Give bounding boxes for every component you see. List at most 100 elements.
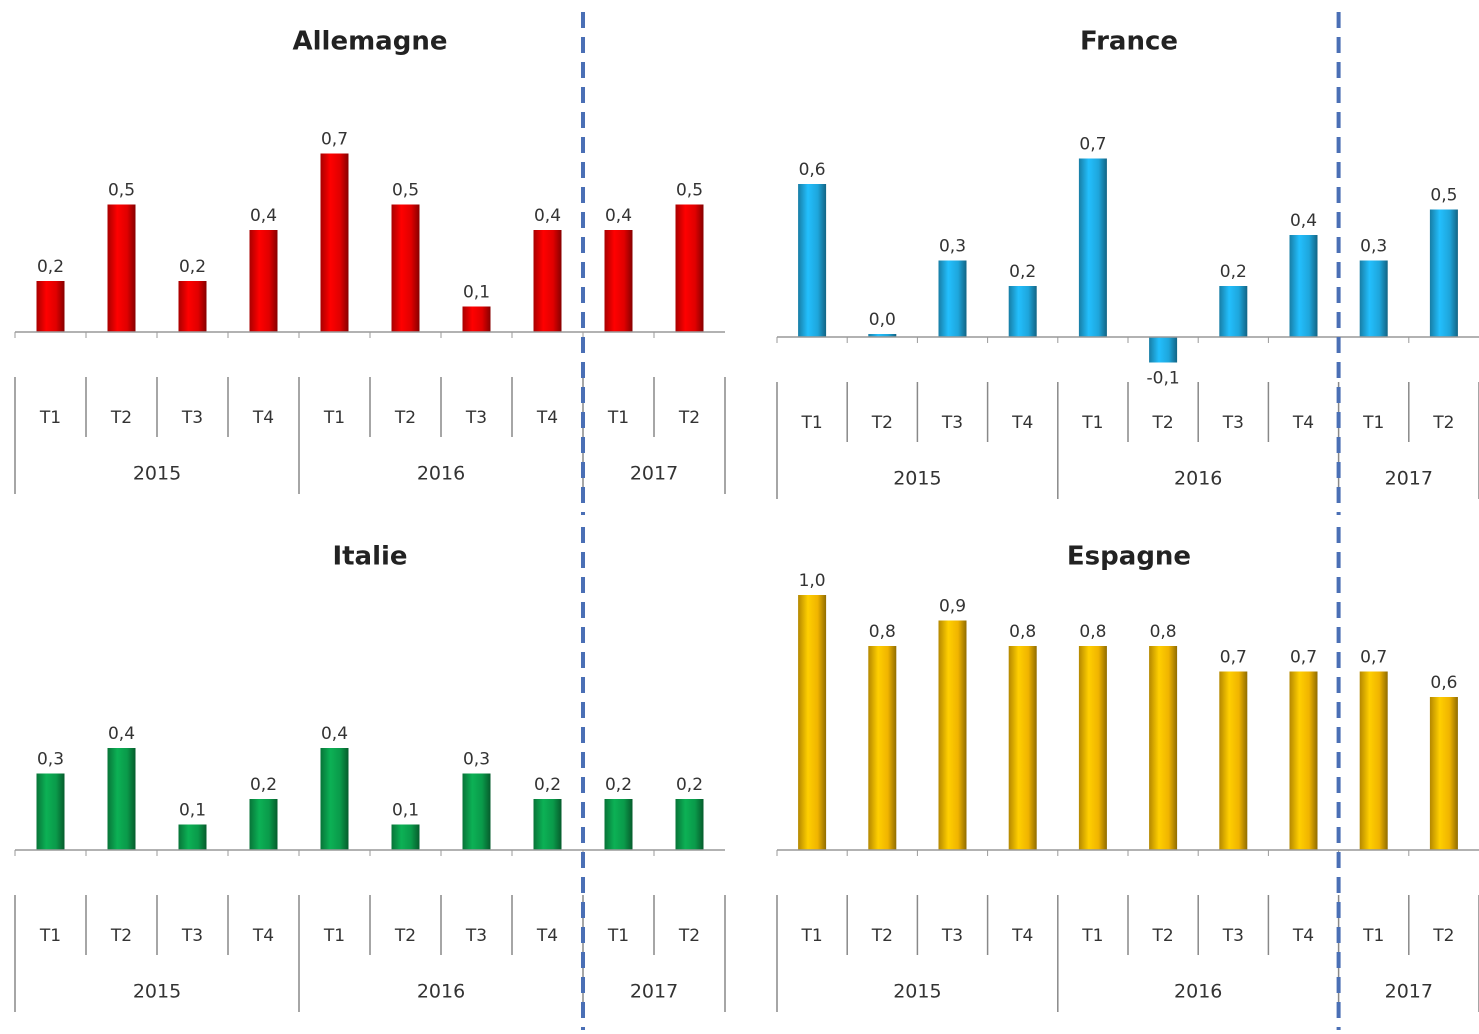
group-label: 2015 [893,981,941,1003]
bar [1289,671,1318,850]
x-tick-label: T4 [252,926,274,946]
bar [462,306,491,332]
value-label: 0,2 [250,775,277,795]
value-label: 0,2 [605,775,632,795]
value-label: 0,7 [1220,648,1247,668]
x-tick-label: T1 [1362,926,1384,946]
x-tick-label: T1 [800,413,822,433]
x-tick-label: T1 [323,926,345,946]
bar [533,230,562,332]
x-tick-label: T3 [941,413,963,433]
x-tick-label: T2 [394,408,416,428]
bar [1429,209,1458,337]
value-label: 0,7 [1360,648,1387,668]
value-label: 0,2 [1009,262,1036,282]
value-label: 0,2 [179,257,206,277]
bar [1149,646,1178,850]
x-tick-label: T1 [607,408,629,428]
bar [391,204,420,332]
chart-title: Italie [332,542,407,572]
bar [1078,158,1107,337]
value-label: 0,0 [869,310,896,330]
x-tick-label: T1 [800,926,822,946]
value-label: 0,4 [605,206,632,226]
x-tick-label: T3 [465,408,487,428]
group-label: 2016 [1174,468,1222,490]
value-label: 0,1 [179,801,206,821]
bar [462,773,491,850]
x-tick-label: T2 [1151,926,1173,946]
bar [1219,286,1248,337]
bar [675,799,704,850]
x-tick-label: T1 [39,926,61,946]
bar [36,281,65,332]
bar [249,230,278,332]
bar [178,281,207,332]
x-tick-label: T2 [871,926,893,946]
value-label: 0,4 [534,206,561,226]
value-label: 0,3 [1360,237,1387,257]
group-label: 2017 [630,463,678,485]
bar [1289,235,1318,337]
group-label: 2015 [133,981,181,1003]
value-label: 0,4 [321,724,348,744]
x-tick-label: T4 [252,408,274,428]
bar [604,799,633,850]
group-label: 2017 [630,981,678,1003]
value-label: -0,1 [1147,369,1180,389]
x-tick-label: T2 [871,413,893,433]
x-tick-label: T3 [941,926,963,946]
bar [604,230,633,332]
x-tick-label: T3 [181,926,203,946]
group-label: 2016 [1174,981,1222,1003]
bar [868,334,897,337]
bar [249,799,278,850]
value-label: 0,4 [250,206,277,226]
value-label: 0,5 [108,181,135,201]
value-label: 0,4 [1290,211,1317,231]
value-label: 0,8 [1079,622,1106,642]
x-tick-label: T3 [1222,413,1244,433]
bar [320,153,349,332]
bar [1219,671,1248,850]
bar [533,799,562,850]
value-label: 0,5 [1430,186,1457,206]
x-tick-label: T2 [110,926,132,946]
x-tick-label: T2 [394,926,416,946]
value-label: 0,2 [1220,262,1247,282]
x-tick-label: T1 [323,408,345,428]
bar [1149,337,1178,363]
value-label: 0,2 [676,775,703,795]
bar [107,204,136,332]
bar [1078,646,1107,850]
bar [868,646,897,850]
bar [798,184,827,337]
x-tick-label: T4 [1292,413,1314,433]
x-tick-label: T4 [1011,926,1033,946]
x-tick-label: T2 [678,408,700,428]
value-label: 0,8 [1009,622,1036,642]
chart-title: France [1080,27,1178,57]
value-label: 0,8 [1150,622,1177,642]
chart-title: Allemagne [293,27,448,57]
x-tick-label: T1 [607,926,629,946]
x-tick-label: T1 [39,408,61,428]
bar [391,824,420,850]
chart-title: Espagne [1067,542,1191,572]
bar [1008,286,1037,337]
group-label: 2016 [417,981,465,1003]
group-label: 2016 [417,463,465,485]
value-label: 0,7 [321,130,348,150]
value-label: 0,5 [676,181,703,201]
x-tick-label: T4 [536,926,558,946]
value-label: 0,5 [392,181,419,201]
bar [1429,697,1458,850]
group-label: 2015 [133,463,181,485]
bar [938,620,967,850]
x-tick-label: T3 [465,926,487,946]
x-tick-label: T2 [1432,413,1454,433]
value-label: 0,3 [463,750,490,770]
group-label: 2017 [1385,468,1433,490]
value-label: 0,2 [534,775,561,795]
